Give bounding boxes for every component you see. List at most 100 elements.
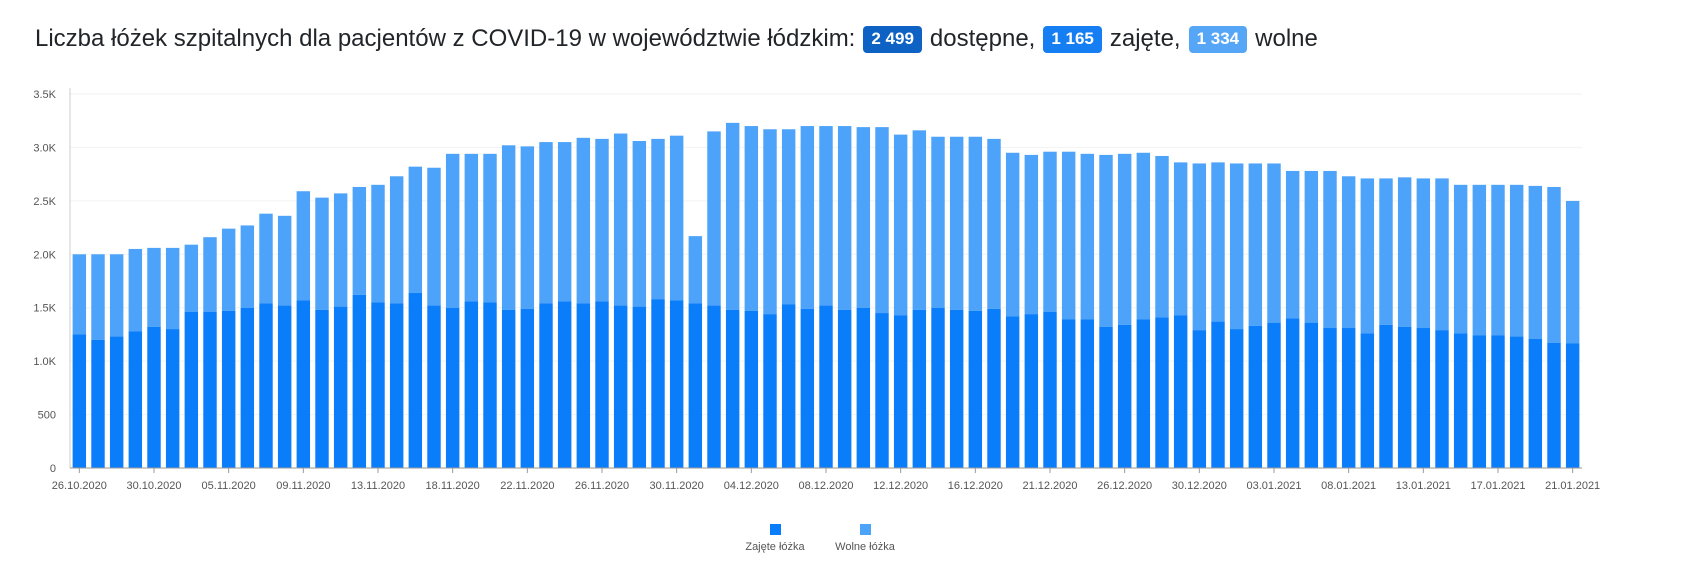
bar-free[interactable] <box>1528 185 1543 339</box>
bar-occupied[interactable] <box>72 334 87 468</box>
bar-occupied[interactable] <box>707 305 721 468</box>
bar-free[interactable] <box>893 134 908 316</box>
bar-occupied[interactable] <box>688 303 703 468</box>
bar-occupied[interactable] <box>296 300 311 468</box>
bar-free[interactable] <box>1453 184 1468 334</box>
bar-free[interactable] <box>389 176 404 304</box>
bar-free[interactable] <box>744 126 759 311</box>
bar-free[interactable] <box>371 184 385 303</box>
bar-occupied[interactable] <box>781 304 796 468</box>
bar-occupied[interactable] <box>875 313 889 468</box>
bar-occupied[interactable] <box>1005 316 1020 468</box>
bar-occupied[interactable] <box>464 301 479 468</box>
bar-occupied[interactable] <box>819 305 833 468</box>
bar-occupied[interactable] <box>800 308 815 468</box>
bar-free[interactable] <box>1005 152 1020 317</box>
bar-free[interactable] <box>483 153 497 303</box>
bar-occupied[interactable] <box>333 306 348 468</box>
bar-free[interactable] <box>1341 176 1356 329</box>
bar-occupied[interactable] <box>1024 314 1039 468</box>
bar-free[interactable] <box>147 247 161 327</box>
bar-free[interactable] <box>912 130 927 310</box>
bar-occupied[interactable] <box>1323 328 1337 468</box>
legend-item-occupied[interactable]: Zajęte łóżka <box>735 524 815 553</box>
bar-free[interactable] <box>109 254 124 337</box>
bar-free[interactable] <box>91 254 105 340</box>
bar-free[interactable] <box>1248 163 1263 326</box>
bar-occupied[interactable] <box>408 292 423 468</box>
bar-occupied[interactable] <box>539 303 553 468</box>
bar-free[interactable] <box>128 248 143 332</box>
bar-occupied[interactable] <box>352 294 367 468</box>
bar-free[interactable] <box>1360 178 1375 334</box>
bar-occupied[interactable] <box>501 309 516 468</box>
bar-occupied[interactable] <box>1435 330 1449 468</box>
bar-occupied[interactable] <box>277 305 292 468</box>
bar-free[interactable] <box>931 136 945 308</box>
bar-free[interactable] <box>763 129 777 315</box>
bar-occupied[interactable] <box>949 309 964 468</box>
bar-occupied[interactable] <box>221 310 236 468</box>
bar-free[interactable] <box>651 138 665 300</box>
bar-free[interactable] <box>221 228 236 311</box>
bar-occupied[interactable] <box>669 300 684 468</box>
bar-free[interactable] <box>595 138 609 302</box>
bar-occupied[interactable] <box>1155 317 1169 468</box>
bar-free[interactable] <box>781 129 796 305</box>
bar-occupied[interactable] <box>445 307 460 468</box>
bar-occupied[interactable] <box>1416 328 1431 468</box>
bar-occupied[interactable] <box>1565 343 1580 468</box>
bar-free[interactable] <box>1117 153 1132 325</box>
bar-occupied[interactable] <box>427 305 441 468</box>
bar-occupied[interactable] <box>1360 333 1375 468</box>
bar-free[interactable] <box>277 215 292 306</box>
bar-free[interactable] <box>1136 152 1151 320</box>
bar-free[interactable] <box>968 136 983 311</box>
bar-free[interactable] <box>464 153 479 302</box>
bar-occupied[interactable] <box>483 302 497 468</box>
bar-free[interactable] <box>1491 184 1505 336</box>
bar-free[interactable] <box>613 133 628 306</box>
bar-free[interactable] <box>1565 200 1580 344</box>
bar-occupied[interactable] <box>1211 321 1225 468</box>
bar-occupied[interactable] <box>613 305 628 468</box>
bar-free[interactable] <box>1229 163 1244 330</box>
bar-free[interactable] <box>1435 178 1449 331</box>
bar-occupied[interactable] <box>725 309 740 468</box>
bar-occupied[interactable] <box>1043 311 1057 468</box>
bar-occupied[interactable] <box>1248 325 1263 468</box>
bar-free[interactable] <box>819 126 833 306</box>
bar-occupied[interactable] <box>109 336 124 468</box>
bar-occupied[interactable] <box>632 306 647 468</box>
bar-free[interactable] <box>557 142 572 302</box>
bar-free[interactable] <box>632 141 647 307</box>
bar-occupied[interactable] <box>987 308 1001 468</box>
bar-free[interactable] <box>1397 177 1412 327</box>
bar-free[interactable] <box>1211 162 1225 322</box>
bar-occupied[interactable] <box>837 309 852 468</box>
bar-free[interactable] <box>725 122 740 310</box>
bar-occupied[interactable] <box>1099 326 1113 468</box>
bar-occupied[interactable] <box>595 301 609 468</box>
bar-occupied[interactable] <box>371 302 385 468</box>
bar-free[interactable] <box>1080 153 1095 320</box>
bar-occupied[interactable] <box>203 311 217 468</box>
bar-occupied[interactable] <box>1267 322 1281 468</box>
bar-free[interactable] <box>539 142 553 304</box>
bar-occupied[interactable] <box>165 329 180 468</box>
bar-occupied[interactable] <box>1304 322 1319 468</box>
bar-free[interactable] <box>184 244 199 312</box>
bar-free[interactable] <box>165 247 180 330</box>
bar-occupied[interactable] <box>1453 333 1468 468</box>
bar-occupied[interactable] <box>912 309 927 468</box>
bar-free[interactable] <box>1024 154 1039 315</box>
bar-free[interactable] <box>501 145 516 310</box>
bar-free[interactable] <box>837 126 852 310</box>
bar-free[interactable] <box>1043 151 1057 312</box>
bar-free[interactable] <box>203 237 217 312</box>
bar-occupied[interactable] <box>1173 315 1188 468</box>
bar-free[interactable] <box>315 197 329 310</box>
bar-occupied[interactable] <box>576 303 591 468</box>
bar-occupied[interactable] <box>931 307 945 468</box>
bar-occupied[interactable] <box>1080 319 1095 468</box>
